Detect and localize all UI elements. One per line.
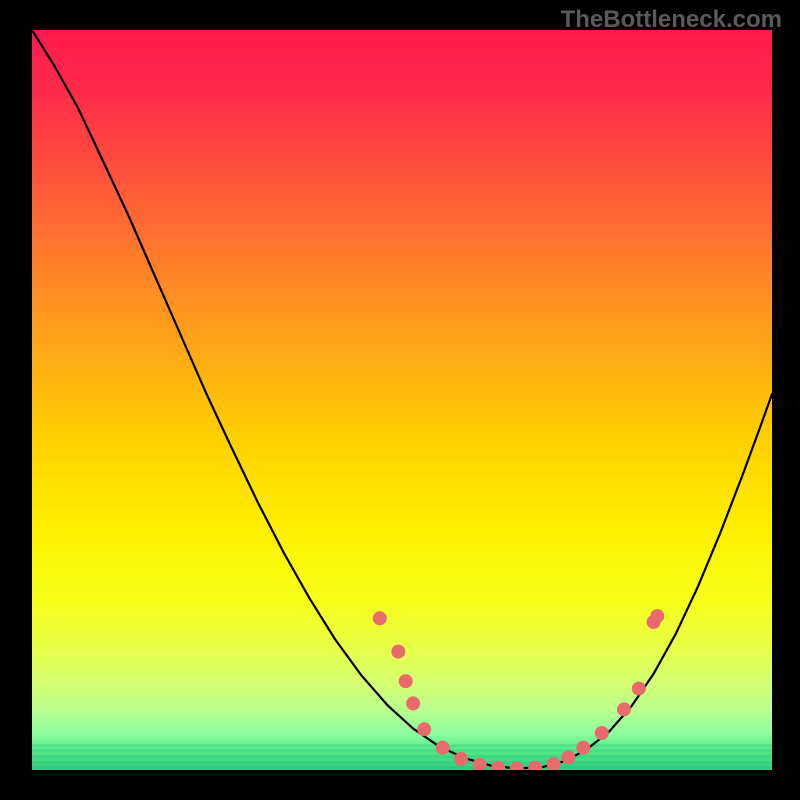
data-marker [473, 758, 487, 770]
data-marker [632, 682, 646, 696]
chart-container: TheBottleneck.com [0, 0, 800, 800]
bottleneck-curve [32, 30, 772, 769]
data-marker [391, 645, 405, 659]
data-marker [436, 741, 450, 755]
data-marker [528, 761, 542, 770]
plot-area [32, 30, 772, 770]
data-marker [562, 750, 576, 764]
data-marker [547, 757, 561, 770]
data-marker [399, 674, 413, 688]
data-marker [417, 722, 431, 736]
data-marker [595, 726, 609, 740]
curve-layer [32, 30, 772, 770]
data-marker [617, 702, 631, 716]
data-marker [454, 752, 468, 766]
data-marker [650, 609, 664, 623]
data-marker [406, 696, 420, 710]
data-marker [576, 741, 590, 755]
data-marker [373, 611, 387, 625]
data-marker [491, 761, 505, 770]
data-marker [510, 762, 524, 770]
watermark-text: TheBottleneck.com [561, 6, 782, 34]
